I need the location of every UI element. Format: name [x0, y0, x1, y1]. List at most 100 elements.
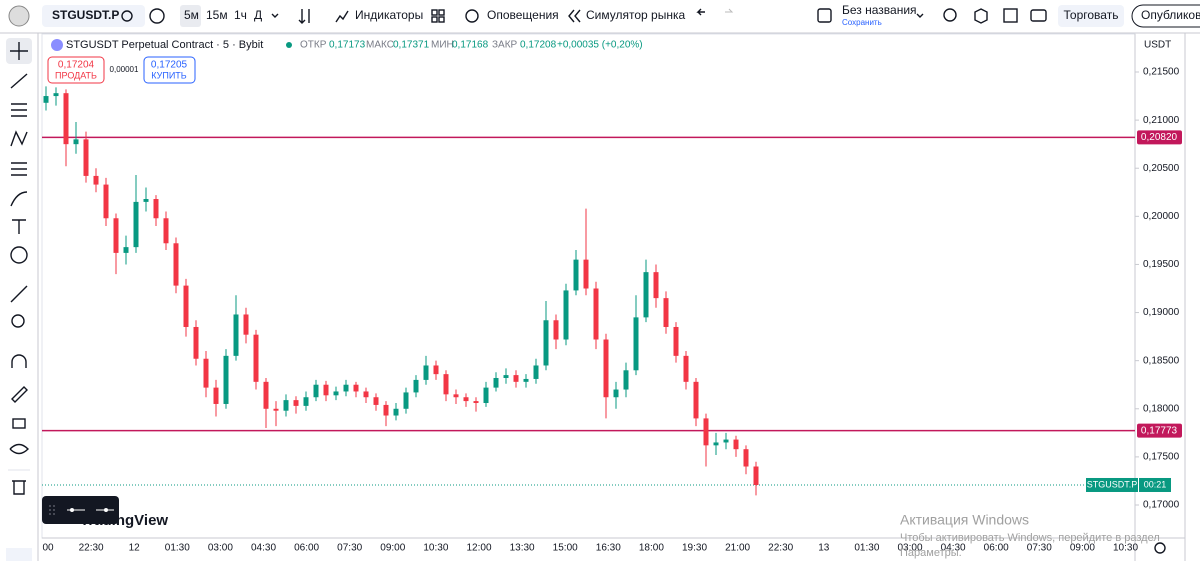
fib-tool[interactable]	[11, 103, 27, 117]
symbol-icon[interactable]	[121, 10, 133, 22]
quick-search[interactable]	[943, 8, 957, 22]
candle-body	[353, 384, 359, 392]
y-tick-label: 0,18500	[1143, 355, 1180, 366]
candle-body	[383, 404, 389, 416]
legend-change: +0,00035 (+0,20%)	[557, 40, 643, 51]
candle-body	[743, 449, 749, 467]
undo[interactable]	[696, 8, 705, 16]
drawing-mode[interactable]	[11, 386, 28, 403]
indicators-icon[interactable]	[335, 10, 349, 23]
spread: 0,00001	[110, 65, 139, 74]
add-symbol[interactable]	[149, 8, 165, 24]
candle-body	[593, 288, 599, 340]
emoji-tool[interactable]	[10, 246, 28, 264]
y-tick-label: 0,21000	[1143, 115, 1180, 126]
sell-button[interactable]	[47, 56, 105, 84]
redo[interactable]	[725, 8, 734, 13]
x-tick-label: 15:00	[553, 543, 578, 554]
trendline-tool[interactable]	[10, 73, 28, 89]
candle-body	[393, 408, 399, 416]
legend-label: ОТКР	[300, 40, 327, 51]
symbol[interactable]: STGUSDT.P	[52, 8, 119, 22]
pattern-tool[interactable]	[10, 130, 28, 147]
layout-status: Сохранить	[842, 18, 882, 27]
interval-menu[interactable]	[271, 13, 279, 18]
zoom-tool[interactable]	[11, 314, 25, 328]
candle-body	[463, 397, 469, 402]
delete-tool[interactable]	[12, 480, 26, 495]
candle-body	[493, 377, 499, 388]
replay-icon[interactable]	[568, 9, 581, 23]
publish-button[interactable]	[1131, 4, 1200, 28]
avatar[interactable]	[8, 5, 30, 27]
candle-body	[443, 374, 449, 395]
interval-active[interactable]	[180, 5, 201, 27]
layout-name[interactable]: Без названия	[842, 3, 917, 17]
lock-tool[interactable]	[12, 418, 26, 429]
candle-body	[703, 418, 709, 446]
symbol-box[interactable]	[42, 5, 145, 27]
brush-tool[interactable]	[10, 191, 28, 207]
candle-body	[93, 175, 99, 185]
candle-body	[143, 199, 149, 202]
collapse[interactable]	[6, 548, 32, 561]
text-tool[interactable]	[12, 219, 26, 234]
alerts[interactable]: Оповещения	[487, 8, 559, 22]
drag-handle[interactable]	[49, 505, 55, 515]
chart-type[interactable]	[298, 9, 310, 24]
templates	[438, 9, 445, 16]
forecast-tool[interactable]	[11, 162, 27, 176]
last-price-symbol: STGUSDT.P	[1087, 479, 1138, 489]
snapshot[interactable]	[1030, 9, 1047, 22]
y-tick-label: 0,21500	[1143, 67, 1180, 78]
trade-button[interactable]	[1058, 5, 1124, 27]
alerts-icon[interactable]	[465, 9, 479, 23]
trade[interactable]: Торговать	[1064, 8, 1119, 22]
candle-body	[673, 326, 679, 356]
level-label: 0,17773	[1141, 425, 1178, 436]
level-label-box	[1137, 130, 1182, 145]
magnet-tool[interactable]	[11, 354, 27, 368]
currency[interactable]: USDT	[1144, 40, 1171, 51]
templates[interactable]	[431, 9, 438, 16]
candle-body	[723, 439, 729, 443]
x-tick-label: 07:30	[337, 543, 362, 554]
crosshair-tool[interactable]	[10, 42, 28, 60]
publish[interactable]: Опубликова	[1141, 8, 1200, 22]
layout-icon[interactable]	[817, 8, 832, 23]
sell-label[interactable]: ПРОДАТЬ	[55, 70, 97, 80]
interval[interactable]: Д	[254, 8, 262, 22]
plot: 0,21500 0,21000 0,20500 0,20000 0,19500 0,190…	[42, 67, 1182, 554]
candle-body	[343, 384, 349, 392]
buy-price[interactable]: 0,17205	[151, 60, 188, 71]
interval[interactable]: 1ч	[234, 8, 247, 22]
indicators[interactable]: Индикаторы	[355, 8, 423, 22]
interval[interactable]: 5м	[184, 8, 199, 22]
candle-body	[633, 317, 639, 371]
candle-body	[753, 466, 759, 485]
ruler-tool[interactable]	[10, 285, 28, 303]
fullscreen[interactable]	[1003, 8, 1018, 23]
buy-button[interactable]	[143, 56, 196, 84]
candle-body	[273, 408, 279, 411]
candle-body	[643, 272, 649, 318]
candle-body	[403, 392, 409, 409]
scale-settings[interactable]	[1154, 542, 1166, 554]
legend-label: МАКС	[366, 40, 394, 51]
buy-label[interactable]: КУПИТЬ	[151, 70, 186, 80]
replay[interactable]: Симулятор рынка	[586, 8, 685, 22]
x-tick-label: 09:00	[1070, 543, 1095, 554]
candle-body	[63, 93, 69, 145]
candle-body	[233, 314, 239, 356]
hide-tool[interactable]	[9, 443, 29, 455]
x-tick-label: 06:00	[984, 543, 1009, 554]
sell-price[interactable]: 0,17204	[58, 60, 95, 71]
legend-title: STGUSDT Perpetual Contract · 5 · Bybit	[66, 39, 263, 51]
layout-menu[interactable]	[916, 13, 924, 18]
settings[interactable]	[974, 8, 988, 24]
interval[interactable]: 15м	[206, 8, 228, 22]
y-tick-label: 0,17500	[1143, 452, 1180, 463]
x-tick-label: 18:00	[639, 543, 664, 554]
x-tick-label: 03:00	[897, 543, 922, 554]
